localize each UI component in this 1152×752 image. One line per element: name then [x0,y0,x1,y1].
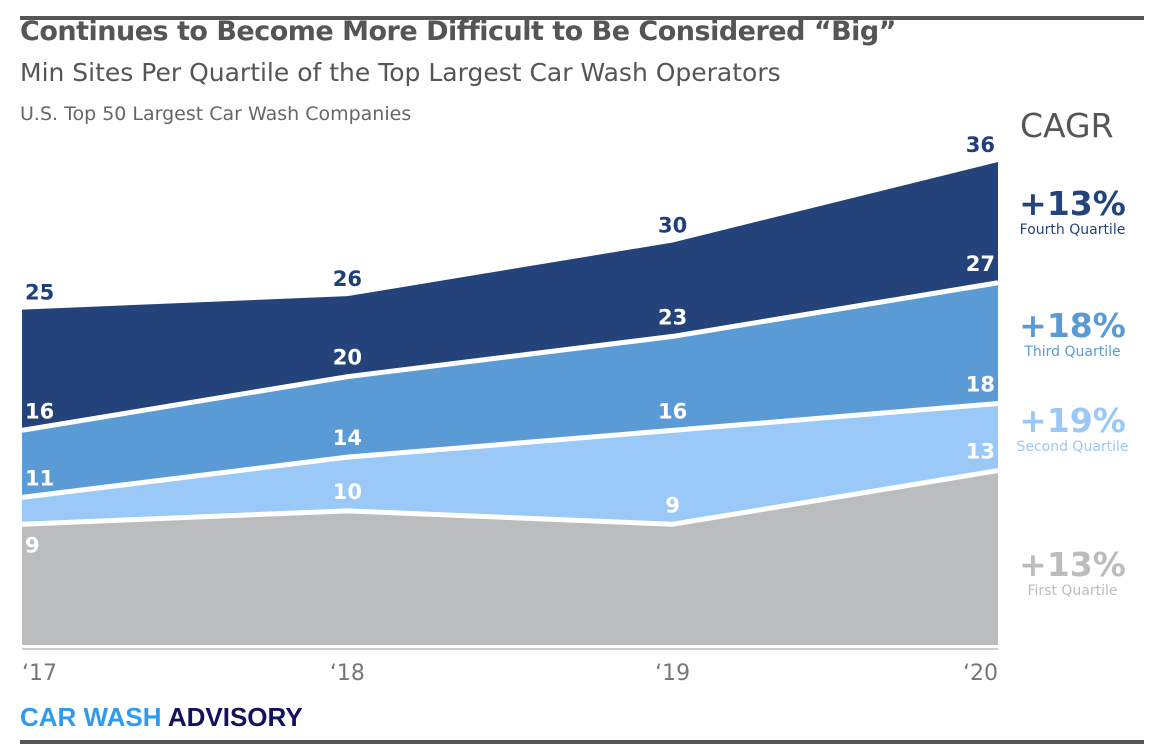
cagr-label: Second Quartile [1016,439,1129,455]
cagr-value: +13% [1019,545,1126,584]
area-third-quartile [22,282,998,498]
data-label: 23 [658,305,687,329]
cagr-value: +18% [1019,306,1126,345]
x-tick-label: ‘19 [655,661,690,686]
cagr-value: +19% [1019,401,1126,440]
cagr-label: Third Quartile [1024,344,1121,360]
chart-note: U.S. Top 50 Largest Car Wash Companies [20,103,412,125]
series-separator-line [21,468,999,527]
x-tick-label: ‘18 [330,661,365,686]
data-label: 11 [25,466,54,490]
data-label: 20 [333,346,362,370]
x-tick-label: ‘20 [963,661,998,686]
area-fourth-quartile [22,162,998,431]
area-first-quartile [22,470,998,645]
series-separator-line [21,401,999,500]
series-separator-line [21,280,999,433]
data-label: 10 [333,480,362,504]
data-label: 26 [333,267,362,291]
data-label: 27 [966,252,995,276]
data-label: 9 [25,533,40,557]
data-label: 14 [333,426,362,450]
x-tick-label: ‘17 [22,661,57,686]
cagr-header: CAGR [1020,106,1114,145]
brand-part2: ADVISORY [167,702,303,732]
cagr-first: +13% First Quartile [1000,545,1145,600]
top-rule [20,16,1144,20]
data-label: 36 [966,133,995,157]
data-label: 18 [966,373,995,397]
cagr-label: Fourth Quartile [1019,222,1126,238]
data-label: 25 [25,281,54,305]
brand-logo: CAR WASH ADVISORY [20,702,303,733]
bottom-rule [20,740,1144,744]
data-label: 16 [658,399,687,423]
cagr-third: +18% Third Quartile [1000,306,1145,361]
cagr-value: +13% [1019,184,1126,223]
area-second-quartile [22,403,998,525]
brand-part1: CAR WASH [20,702,162,732]
data-label: 13 [966,440,995,464]
data-label: 9 [665,493,680,517]
cagr-fourth: +13% Fourth Quartile [1000,184,1145,239]
cagr-label: First Quartile [1027,583,1118,599]
chart-subtitle: Min Sites Per Quartile of the Top Larges… [20,58,781,87]
data-label: 16 [25,399,54,423]
data-label: 30 [658,214,687,238]
cagr-second: +19% Second Quartile [1000,401,1145,456]
chart-title: Continues to Become More Difficult to Be… [20,16,896,47]
